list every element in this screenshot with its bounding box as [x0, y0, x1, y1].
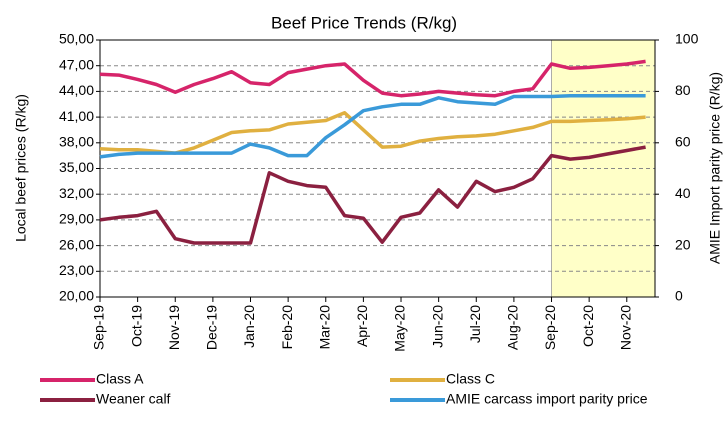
y2-tick-label: 100 — [675, 31, 699, 47]
y2-tick-label: 40 — [675, 185, 691, 201]
x-tick-label: Apr-20 — [354, 305, 370, 347]
y-tick-label: 29,00 — [59, 211, 94, 227]
y2-axis-label: AMIE Import parity price (R/kg) — [707, 72, 723, 264]
y2-tick-label: 20 — [675, 236, 691, 252]
y-tick-label: 44,00 — [59, 82, 94, 98]
y-axis-label: Local beef prices (R/kg) — [13, 94, 29, 242]
x-tick-label: Aug-20 — [505, 305, 521, 350]
x-tick-label: May-20 — [392, 305, 408, 352]
y2-tick-label: 80 — [675, 82, 691, 98]
x-tick-label: Sep-20 — [542, 305, 558, 350]
y-tick-label: 20,00 — [59, 288, 94, 304]
legend-label: Class C — [446, 371, 495, 387]
series-line — [99, 94, 646, 159]
x-tick-label: Jun-20 — [429, 305, 445, 348]
y-tick-label: 26,00 — [59, 236, 94, 252]
y-tick-label: 32,00 — [59, 185, 94, 201]
series-line — [99, 145, 646, 245]
legend-label: Class A — [96, 371, 144, 387]
y-tick-label: 41,00 — [59, 108, 94, 124]
x-tick-label: Feb-20 — [279, 305, 295, 350]
x-tick-label: Jul-20 — [467, 305, 483, 343]
x-tick-label: Dec-19 — [204, 305, 220, 350]
legend-label: Weaner calf — [96, 391, 171, 407]
x-tick-label: Nov-20 — [617, 305, 633, 350]
y-tick-label: 47,00 — [59, 56, 94, 72]
shaded-region — [551, 40, 655, 297]
x-tick-label: Oct-19 — [128, 305, 144, 347]
series-line — [99, 59, 646, 98]
x-tick-label: Nov-19 — [166, 305, 182, 350]
x-tick-label: Mar-20 — [316, 305, 332, 350]
chart-title: Beef Price Trends (R/kg) — [271, 13, 457, 32]
y-tick-label: 35,00 — [59, 159, 94, 175]
y2-tick-label: 0 — [675, 288, 683, 304]
legend-label: AMIE carcass import parity price — [446, 391, 648, 407]
plot-frame — [99, 39, 656, 298]
x-tick-label: Jan-20 — [241, 305, 257, 348]
y-tick-label: 50,00 — [59, 31, 94, 47]
y-tick-label: 38,00 — [59, 134, 94, 150]
y-tick-label: 23,00 — [59, 262, 94, 278]
series-line — [99, 111, 646, 155]
x-tick-label: Sep-19 — [91, 305, 107, 350]
x-tick-label: Oct-20 — [580, 305, 596, 347]
y2-tick-label: 60 — [675, 134, 691, 150]
